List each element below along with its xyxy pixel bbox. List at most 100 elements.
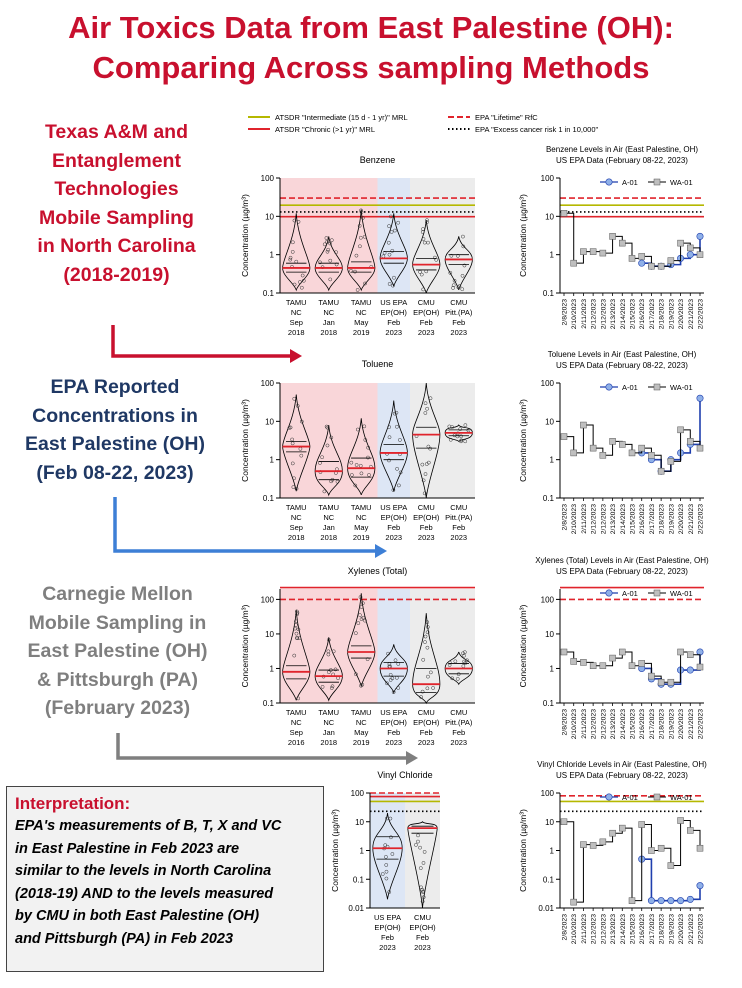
source-band: [410, 178, 443, 293]
category-label: TAMU: [318, 708, 339, 717]
sample-point: [419, 272, 424, 277]
chart-title: Benzene: [360, 155, 396, 165]
source-band: [312, 589, 345, 703]
data-point-wa01: [696, 251, 704, 258]
data-point-wa01: [677, 426, 684, 434]
x-tick-label: 2/17/2023: [649, 709, 656, 739]
category-label: Pitt.(PA): [445, 513, 473, 522]
sample-point: [422, 491, 427, 496]
sample-point: [291, 485, 296, 489]
interpretation-line: EPA's measurements of B, T, X and VC: [15, 818, 282, 834]
sample-point: [380, 872, 385, 876]
category-label: CMU: [450, 298, 467, 307]
category-label: TAMU: [351, 298, 372, 307]
y-axis-label: Concentration (µg/m³): [518, 809, 528, 892]
sample-point: [328, 277, 333, 282]
category-label: US EPA: [380, 503, 407, 512]
x-tick-label: 2/12/2023: [591, 709, 598, 739]
y-axis-label: Concentration (µg/m³): [240, 604, 250, 687]
sample-point: [301, 278, 306, 283]
violin-shape: [372, 813, 403, 900]
sample-point: [421, 861, 426, 865]
legend-swatch-wa01: [653, 178, 661, 186]
sample-point: [423, 640, 427, 644]
sample-point: [353, 631, 358, 636]
data-point-wa01: [696, 663, 704, 671]
sample-point: [328, 258, 333, 263]
interpretation-line: (2018-19) AND to the levels measured: [15, 885, 274, 902]
sample-point: [396, 686, 401, 690]
x-tick-label: 2/20/2023: [678, 709, 685, 739]
sample-point: [326, 638, 331, 642]
sample-point: [386, 240, 391, 245]
sample-point: [418, 866, 423, 870]
category-label: NC: [323, 513, 334, 522]
source-band: [280, 383, 313, 498]
x-tick-label: 2/15/2023: [630, 299, 637, 329]
category-label: 2023: [450, 328, 467, 337]
sample-point: [361, 615, 366, 620]
x-tick-label: 2/12/2023: [591, 299, 598, 329]
sample-point: [290, 250, 295, 254]
violin-shape: [314, 637, 343, 702]
sample-point: [293, 626, 297, 631]
x-tick-label: 2/14/2023: [620, 299, 627, 329]
sample-point: [288, 255, 293, 260]
category-label: US EPA: [380, 708, 407, 717]
category-label: 2023: [418, 738, 435, 747]
sample-point: [359, 471, 364, 476]
category-label: NC: [323, 718, 334, 727]
data-point-wa01: [599, 662, 607, 669]
category-label: CMU: [418, 708, 435, 717]
sample-point: [389, 835, 393, 840]
sample-point: [451, 283, 456, 288]
sample-point: [414, 843, 418, 847]
x-tick-label: 2/18/2023: [659, 504, 666, 534]
x-tick-label: 2/14/2023: [620, 914, 627, 944]
sample-point: [396, 483, 401, 488]
category-label: NC: [356, 513, 367, 522]
interpretation-heading: Interpretation:: [15, 794, 131, 813]
category-label: Feb: [452, 728, 465, 737]
data-point-wa01: [580, 841, 587, 848]
sample-point: [419, 885, 423, 890]
side-label-cmu-line: East Palestine (OH): [27, 640, 208, 662]
category-label: CMU: [418, 298, 435, 307]
category-label: 2023: [450, 533, 467, 542]
y-tick-label: 100: [541, 595, 555, 604]
sample-point: [425, 686, 430, 691]
category-label: Feb: [387, 728, 400, 737]
tamu-arrow-head: [290, 349, 302, 363]
category-label: Feb: [416, 933, 429, 942]
y-tick-label: 1: [360, 847, 365, 856]
epa-arrow-head: [375, 544, 387, 558]
sample-point: [398, 438, 402, 442]
violin-shape: [282, 609, 311, 701]
sample-point: [384, 869, 389, 874]
violin-shape: [379, 644, 408, 695]
chart-subtitle: US EPA Data (February 08-22, 2023): [556, 567, 688, 576]
x-tick-label: 2/17/2023: [649, 299, 656, 329]
category-label: 2019: [353, 328, 370, 337]
chart-subtitle: US EPA Data (February 08-22, 2023): [556, 361, 688, 370]
x-tick-label: 2/10/2023: [571, 299, 578, 329]
sample-point: [318, 260, 322, 265]
y-tick-label: 0.1: [543, 875, 555, 884]
side-label-tamu-line: Mobile Sampling: [39, 206, 194, 229]
legend-label: A-01: [622, 589, 638, 598]
source-band: [280, 178, 313, 293]
data-point-wa01: [687, 827, 694, 834]
sample-point: [298, 280, 302, 284]
x-tick-label: 2/18/2023: [659, 709, 666, 739]
data-point-wa01: [599, 249, 607, 257]
category-label: NC: [356, 308, 367, 317]
category-label: 2023: [379, 943, 396, 952]
sample-point: [295, 612, 299, 617]
tamu-arrow-shaft: [111, 325, 292, 358]
chart-title: Vinyl Chloride: [377, 770, 432, 780]
sample-point: [355, 288, 360, 292]
sample-point: [349, 473, 354, 477]
data-point-wa01: [638, 821, 645, 828]
y-tick-label: 1: [550, 251, 555, 260]
x-tick-label: 2/13/2023: [610, 709, 617, 739]
